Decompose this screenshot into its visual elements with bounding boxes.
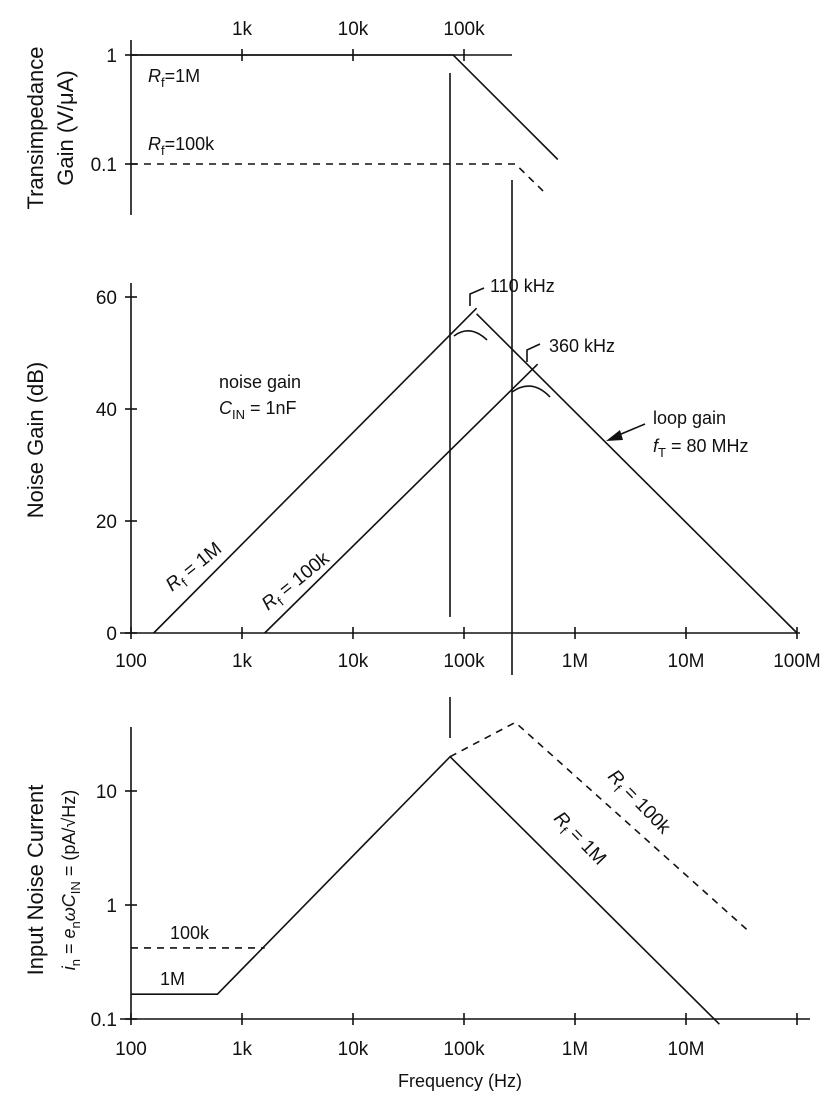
- tz-rf1m-label: Rf=1M: [148, 66, 200, 90]
- ng-series-0-line: [153, 307, 478, 634]
- panel-input-noise: 100 1k 10k 100k 1M 10M 0.1 1 10 Input Noise Cur…: [23, 721, 810, 1091]
- tz-series-1-line: [131, 163, 545, 193]
- in-series-2-line: [449, 721, 749, 931]
- in-1m-label: 1M: [160, 969, 185, 989]
- ng-x-tick-label-5: 10M: [668, 651, 705, 672]
- ng-y-tick-label-0: 0: [106, 624, 117, 645]
- in-series: [131, 721, 749, 1025]
- in-series-0-line: [131, 755, 720, 1025]
- ng-y-tick-label-2: 40: [96, 400, 117, 421]
- in-xlabel: Frequency (Hz): [398, 1071, 522, 1091]
- ng-y-tick-label-1: 20: [96, 512, 117, 533]
- ng-rf100k-label: Rf = 100k: [258, 548, 336, 617]
- tz-x-tick-label-1: 10k: [338, 19, 369, 40]
- in-y-tick-label-0: 0.1: [91, 1010, 117, 1031]
- ng-peak-110k-label: 110 kHz: [490, 276, 555, 296]
- ng-series-1-line: [264, 363, 539, 634]
- in-x-tick-label-3: 100k: [443, 1039, 485, 1060]
- panel-transimpedance: 1k 10k 100k 10.1 Transimpedance Gain (V/μA…: [23, 19, 559, 215]
- ng-peak-360k-label: 360 kHz: [549, 336, 615, 356]
- ng-y-ticks: 0 20 40 60: [96, 288, 137, 645]
- ng-x-tick-label-1: 1k: [232, 651, 253, 672]
- ng-cin-label: CIN = 1nF: [219, 398, 297, 422]
- ng-series-2-line: [476, 313, 798, 634]
- ng-peak-1m: [453, 330, 488, 341]
- tz-ylabel-line1: Transimpedance: [23, 46, 48, 209]
- ng-peak-110k-bracket: [469, 287, 485, 306]
- ng-x-tick-label-4: 1M: [562, 651, 588, 672]
- ng-loop-gain-arrowhead: [606, 430, 623, 441]
- tz-y-ticks: 10.1: [91, 46, 137, 176]
- tz-series: [131, 54, 559, 193]
- in-x-tick-label-2: 10k: [338, 1039, 369, 1060]
- in-x-tick-label-5: 10M: [668, 1039, 705, 1060]
- ng-y-tick-label-3: 60: [96, 288, 117, 309]
- ng-x-tick-label-3: 100k: [443, 651, 485, 672]
- in-100k-label: 100k: [170, 923, 210, 943]
- in-x-ticks: 100 1k 10k 100k 1M 10M: [115, 1013, 798, 1060]
- in-ylabel-line2: in = enωCIN = (pA/√Hz): [59, 790, 83, 970]
- ng-peak-100k: [511, 385, 551, 398]
- in-y-tick-label-2: 10: [96, 782, 117, 803]
- in-x-tick-label-1: 1k: [232, 1039, 253, 1060]
- tz-x-tick-label-2: 100k: [443, 19, 485, 40]
- ng-x-tick-label-0: 100: [115, 651, 147, 672]
- ng-peak-360k-bracket: [526, 343, 541, 362]
- ng-ylabel: Noise Gain (dB): [23, 362, 48, 519]
- ng-series: [153, 307, 798, 634]
- corner-frequency-markers: [449, 73, 513, 738]
- ng-noise-gain-label: noise gain: [219, 372, 301, 392]
- in-y-tick-label-1: 1: [106, 896, 117, 917]
- in-x-tick-label-4: 1M: [562, 1039, 588, 1060]
- in-ylabel-line1: Input Noise Current: [23, 785, 48, 976]
- ng-ft-label: fT = 80 MHz: [653, 436, 749, 460]
- tz-y-tick-label-1: 0.1: [91, 155, 117, 176]
- ng-x-tick-label-6: 100M: [773, 651, 820, 672]
- panel-noise-gain: 100 1k 10k 100k 1M 10M 100M 0 20 40 60 110 kHz 36…: [23, 276, 820, 672]
- tz-rf100k-label: Rf=100k: [148, 134, 215, 158]
- in-x-tick-label-0: 100: [115, 1039, 147, 1060]
- tz-y-tick-label-0: 1: [106, 46, 117, 67]
- ng-x-ticks: 100 1k 10k 100k 1M 10M 100M: [115, 627, 820, 672]
- ng-loop-gain-label: loop gain: [653, 408, 726, 428]
- in-rf100k-label: Rf = 100k: [601, 766, 674, 841]
- ng-x-tick-label-2: 10k: [338, 651, 369, 672]
- tz-ylabel-line2: Gain (V/μA): [53, 70, 78, 185]
- tz-x-tick-label-0: 1k: [232, 19, 253, 40]
- in-y-ticks: 0.1 1 10: [91, 782, 137, 1031]
- tz-series-0-line: [131, 54, 559, 161]
